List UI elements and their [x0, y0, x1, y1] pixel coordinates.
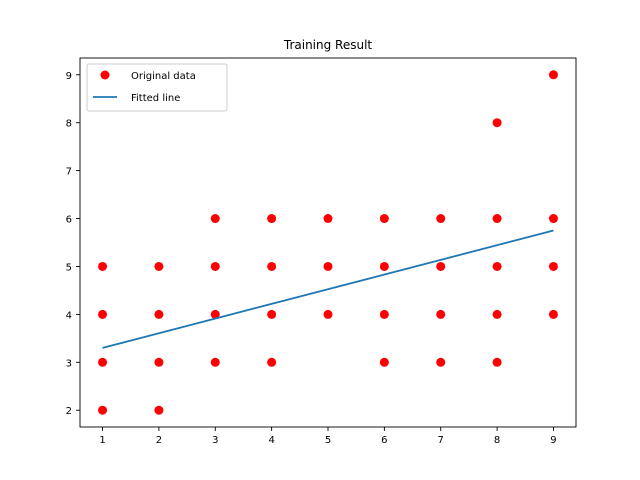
y-tick-label-7: 7: [66, 167, 72, 178]
data-point-22: [379, 261, 389, 271]
data-point-6: [154, 357, 164, 367]
data-point-7: [154, 309, 164, 319]
x-tick-label-6: 6: [381, 435, 387, 446]
data-point-27: [436, 214, 446, 224]
legend-label-2: Fitted line: [131, 93, 180, 104]
data-point-1: [98, 405, 108, 415]
legend-marker-swatch: [100, 70, 110, 80]
data-point-23: [379, 214, 389, 224]
data-point-12: [210, 214, 220, 224]
plot-area: [98, 70, 558, 415]
y-tick-label-2: 2: [66, 406, 72, 417]
x-tick-label-8: 8: [494, 435, 500, 446]
fitted-line: [102, 229, 554, 349]
data-point-4: [98, 261, 108, 271]
data-point-8: [154, 261, 164, 271]
data-point-21: [379, 309, 389, 319]
data-point-15: [267, 261, 277, 271]
data-point-13: [267, 357, 277, 367]
x-tick-label-4: 4: [268, 435, 274, 446]
y-tick-label-9: 9: [66, 71, 72, 82]
data-point-29: [492, 309, 502, 319]
data-point-32: [492, 118, 502, 128]
x-tick-label-2: 2: [156, 435, 162, 446]
data-point-35: [548, 214, 558, 224]
data-point-24: [436, 357, 446, 367]
data-point-20: [379, 357, 389, 367]
data-point-17: [323, 309, 333, 319]
data-point-3: [98, 309, 108, 319]
legend: Original data Fitted line: [86, 63, 228, 112]
x-tick-label-5: 5: [325, 435, 331, 446]
data-point-26: [436, 261, 446, 271]
data-point-19: [323, 214, 333, 224]
data-point-2: [98, 357, 108, 367]
data-point-30: [492, 261, 502, 271]
axes: 1 2 3 4 5 6 7 8 9 2 3 4 5 6 7 8 9: [66, 57, 577, 446]
y-tick-label-8: 8: [66, 119, 72, 130]
chart-title: Training Result: [283, 38, 373, 52]
legend-label-1: Original data: [131, 71, 196, 82]
data-point-31: [492, 214, 502, 224]
data-point-5: [154, 405, 164, 415]
data-point-9: [210, 357, 220, 367]
data-point-36: [548, 70, 558, 80]
x-tick-label-3: 3: [212, 435, 218, 446]
x-tick-label-7: 7: [438, 435, 444, 446]
data-point-10: [210, 309, 220, 319]
data-point-11: [210, 261, 220, 271]
y-tick-label-6: 6: [66, 215, 72, 226]
y-tick-label-5: 5: [66, 262, 72, 273]
data-point-33: [548, 309, 558, 319]
data-point-14: [267, 309, 277, 319]
data-point-16: [267, 214, 277, 224]
x-tick-label-9: 9: [550, 435, 556, 446]
data-point-34: [548, 261, 558, 271]
data-point-18: [323, 261, 333, 271]
y-tick-label-3: 3: [66, 358, 72, 369]
legend-box: [86, 63, 228, 112]
data-point-25: [436, 309, 446, 319]
data-point-28: [492, 357, 502, 367]
y-tick-label-4: 4: [66, 310, 72, 321]
x-tick-label-1: 1: [99, 435, 105, 446]
